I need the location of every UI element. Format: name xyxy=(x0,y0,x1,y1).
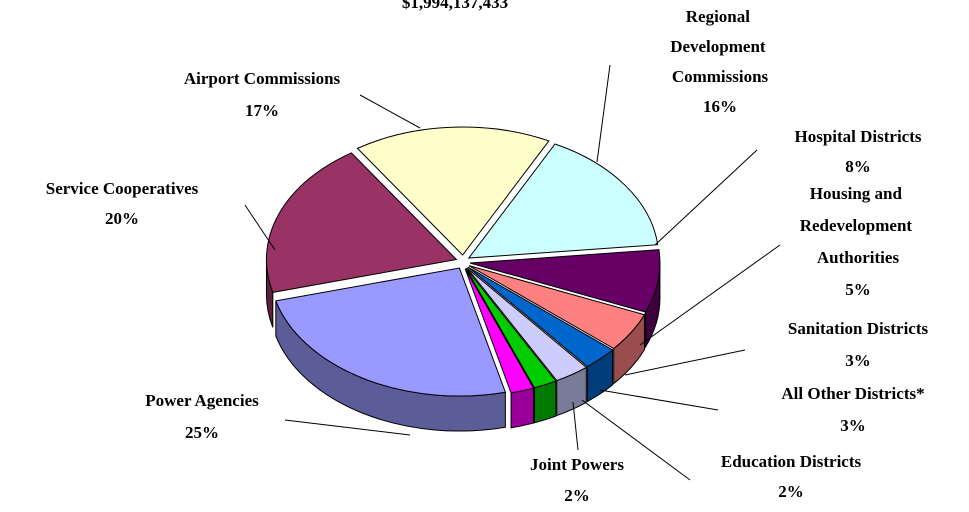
slice xyxy=(467,143,659,259)
chart-title: $1,994,137,433 xyxy=(402,0,508,12)
leader-line xyxy=(572,401,579,451)
slice-label: Hospital Districts xyxy=(794,127,921,146)
value-label: 2% xyxy=(778,482,804,501)
slice xyxy=(356,126,550,256)
value-label: 20% xyxy=(105,209,139,228)
leader-line xyxy=(581,399,691,481)
leader-line xyxy=(596,64,611,163)
slice-label: Regional Development Commissions xyxy=(670,7,770,86)
value-label: 8% xyxy=(845,157,871,176)
slice xyxy=(469,249,661,313)
value-label: 2% xyxy=(564,486,590,505)
value-label: 3% xyxy=(840,416,866,435)
leader-line xyxy=(654,149,758,246)
value-label: 17% xyxy=(245,101,279,120)
slice xyxy=(468,265,646,350)
slice xyxy=(467,266,614,368)
leader-line xyxy=(639,244,781,346)
slice xyxy=(466,267,588,382)
value-label: 25% xyxy=(185,423,219,442)
slice-label: Housing and Redevelopment Authorities xyxy=(800,184,917,267)
slice xyxy=(465,268,557,389)
slice xyxy=(266,152,458,293)
slice-side xyxy=(510,387,535,429)
leader-line xyxy=(599,389,719,411)
slice-label: Power Agencies xyxy=(145,391,259,410)
slice xyxy=(464,268,535,394)
value-label: 3% xyxy=(845,351,871,370)
leader-line xyxy=(359,94,421,129)
value-label: 5% xyxy=(845,280,871,299)
slice-label: Service Cooperatives xyxy=(46,179,199,198)
leader-line xyxy=(284,419,411,436)
slice xyxy=(275,267,507,397)
slice-label: Sanitation Districts xyxy=(788,319,929,338)
value-label: 16% xyxy=(703,97,737,116)
slice-label: Joint Powers xyxy=(530,455,624,474)
slice-label: Education Districts xyxy=(721,452,862,471)
leader-line xyxy=(244,204,276,251)
leader-line xyxy=(624,349,746,376)
slice-label: Airport Commissions xyxy=(184,69,341,88)
slice-label: All Other Districts* xyxy=(781,384,924,403)
